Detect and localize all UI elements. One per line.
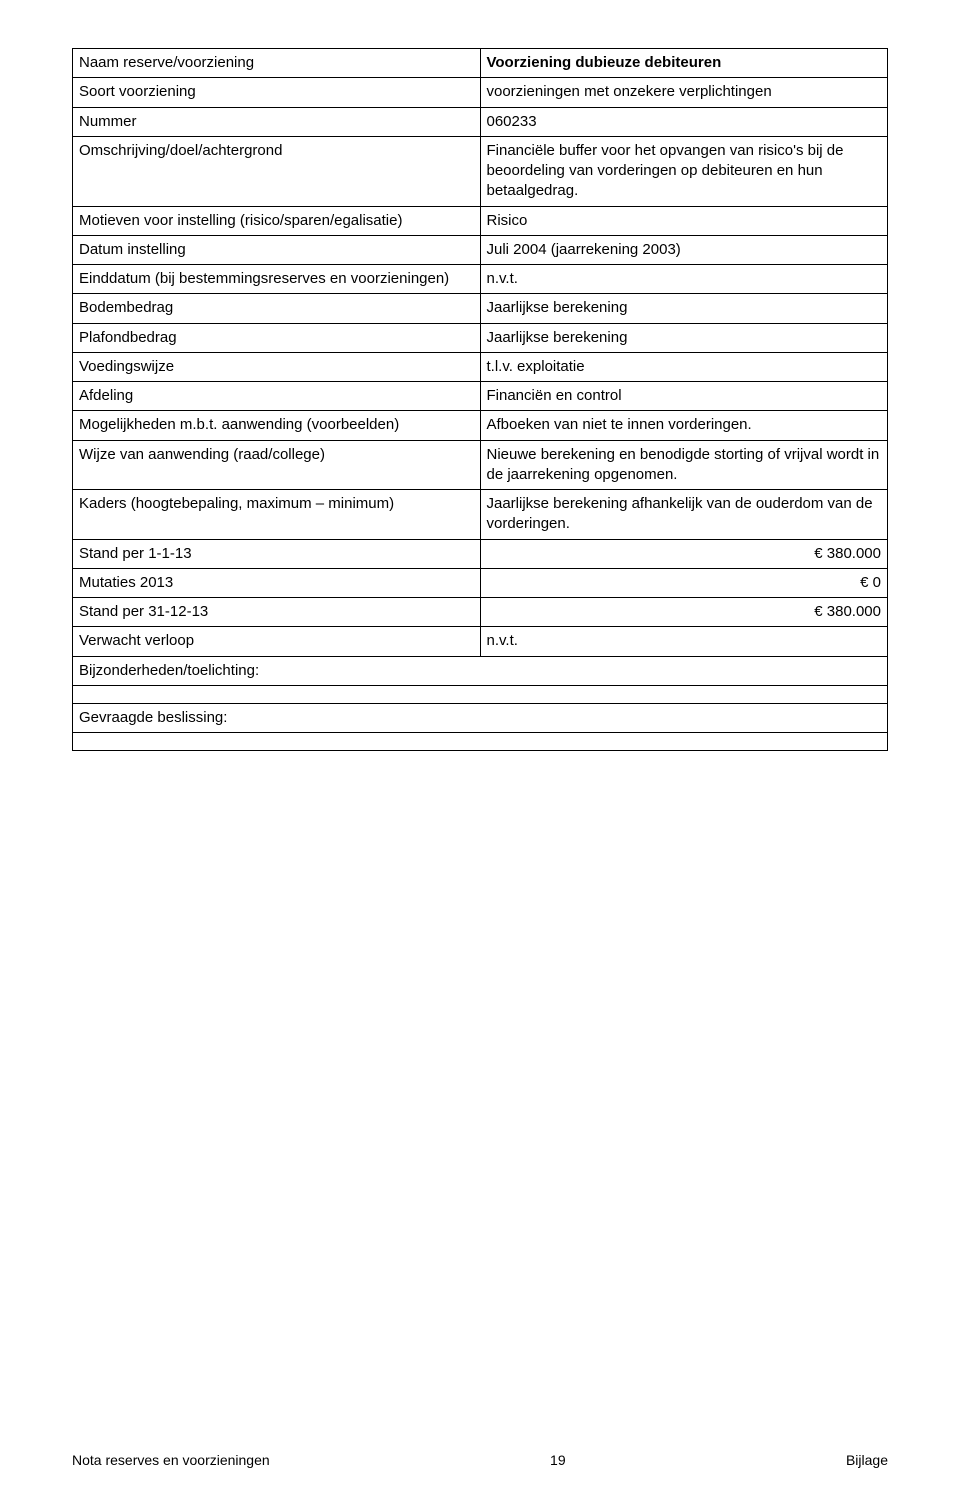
label-cell: Einddatum (bij bestemmingsreserves en vo… [73,265,481,294]
label-cell: Afdeling [73,382,481,411]
page-content: Naam reserve/voorzieningVoorziening dubi… [0,0,960,751]
value-cell: Financiële buffer voor het opvangen van … [480,136,888,206]
definition-table: Naam reserve/voorzieningVoorziening dubi… [72,48,888,751]
table-row: Datum instellingJuli 2004 (jaarrekening … [73,235,888,264]
footer-left: Nota reserves en voorzieningen [72,1452,270,1468]
label-cell: Soort voorziening [73,78,481,107]
footer-right: Bijlage [846,1452,888,1468]
footer-page-number: 19 [550,1452,566,1468]
label-cell: Verwacht verloop [73,627,481,656]
label-cell: Omschrijving/doel/achtergrond [73,136,481,206]
value-cell: n.v.t. [480,265,888,294]
value-cell: Nieuwe berekening en benodigde storting … [480,440,888,490]
label-cell: Naam reserve/voorziening [73,49,481,78]
label-cell: Motieven voor instelling (risico/sparen/… [73,206,481,235]
label-cell: Plafondbedrag [73,323,481,352]
value-cell: € 380.000 [480,539,888,568]
table-row: Verwacht verloopn.v.t. [73,627,888,656]
value-cell: Jaarlijkse berekening [480,294,888,323]
table-row: Mogelijkheden m.b.t. aanwending (voorbee… [73,411,888,440]
table-row: Voedingswijzet.l.v. exploitatie [73,352,888,381]
table-row: Einddatum (bij bestemmingsreserves en vo… [73,265,888,294]
table-row: Kaders (hoogtebepaling, maximum – minimu… [73,490,888,540]
table-row: Bijzonderheden/toelichting: [73,656,888,685]
table-row [73,685,888,703]
table-row: Gevraagde beslissing: [73,703,888,732]
value-cell: voorzieningen met onzekere verplichtinge… [480,78,888,107]
table-row: Motieven voor instelling (risico/sparen/… [73,206,888,235]
label-cell: Datum instelling [73,235,481,264]
value-cell: € 0 [480,568,888,597]
value-cell: € 380.000 [480,598,888,627]
table-row: Mutaties 2013€ 0 [73,568,888,597]
value-cell: Afboeken van niet te innen vorderingen. [480,411,888,440]
table-row: Wijze van aanwending (raad/college)Nieuw… [73,440,888,490]
table-row: BodembedragJaarlijkse berekening [73,294,888,323]
label-cell: Stand per 31-12-13 [73,598,481,627]
table-row [73,733,888,751]
value-cell: Juli 2004 (jaarrekening 2003) [480,235,888,264]
value-cell: Financiën en control [480,382,888,411]
table-row: Stand per 31-12-13€ 380.000 [73,598,888,627]
page-footer: Nota reserves en voorzieningen 19 Bijlag… [72,1452,888,1468]
value-cell: Voorziening dubieuze debiteuren [480,49,888,78]
label-cell: Stand per 1-1-13 [73,539,481,568]
label-cell: Mutaties 2013 [73,568,481,597]
value-cell: 060233 [480,107,888,136]
value-cell: Jaarlijkse berekening afhankelijk van de… [480,490,888,540]
label-cell: Mogelijkheden m.b.t. aanwending (voorbee… [73,411,481,440]
value-cell: t.l.v. exploitatie [480,352,888,381]
full-width-cell: Bijzonderheden/toelichting: [73,656,888,685]
table-row: Omschrijving/doel/achtergrondFinanciële … [73,136,888,206]
spacer-cell [73,733,888,751]
table-row: PlafondbedragJaarlijkse berekening [73,323,888,352]
table-row: Soort voorzieningvoorzieningen met onzek… [73,78,888,107]
value-cell: Risico [480,206,888,235]
full-width-cell: Gevraagde beslissing: [73,703,888,732]
label-cell: Bodembedrag [73,294,481,323]
label-cell: Kaders (hoogtebepaling, maximum – minimu… [73,490,481,540]
label-cell: Voedingswijze [73,352,481,381]
value-cell: Jaarlijkse berekening [480,323,888,352]
table-row: AfdelingFinanciën en control [73,382,888,411]
label-cell: Nummer [73,107,481,136]
label-cell: Wijze van aanwending (raad/college) [73,440,481,490]
table-row: Naam reserve/voorzieningVoorziening dubi… [73,49,888,78]
value-cell: n.v.t. [480,627,888,656]
table-row: Nummer060233 [73,107,888,136]
spacer-cell [73,685,888,703]
table-row: Stand per 1-1-13€ 380.000 [73,539,888,568]
